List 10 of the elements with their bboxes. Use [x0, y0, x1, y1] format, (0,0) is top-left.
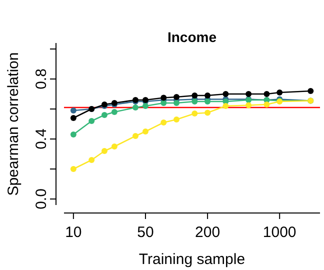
- x-tick-label: 50: [137, 224, 154, 241]
- x-tick-label: 10: [65, 224, 82, 241]
- x-tick-label: 200: [195, 224, 220, 241]
- y-tick-label: 0.8: [33, 68, 50, 90]
- x-tick-label: 1000: [262, 224, 296, 241]
- chart-title: Income: [167, 29, 217, 45]
- y-axis-title: Spearman correlation: [5, 52, 22, 196]
- y-tick-label: 0.4: [33, 128, 50, 150]
- x-axis-title: Training sample: [138, 251, 246, 268]
- y-tick-label: 0.0: [33, 188, 50, 210]
